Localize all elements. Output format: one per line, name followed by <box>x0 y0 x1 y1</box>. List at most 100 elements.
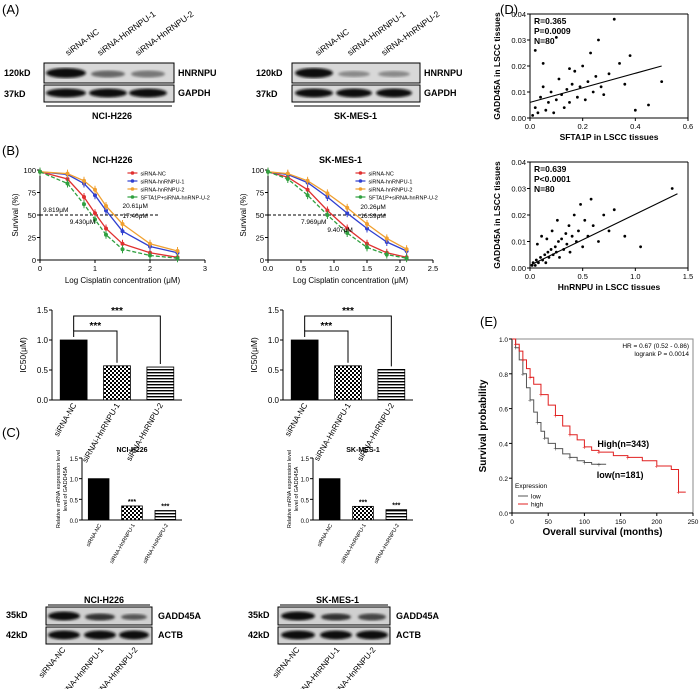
scatter-point <box>633 108 637 112</box>
protein-label: ACTB <box>158 630 183 640</box>
y-tick-label: 25 <box>256 234 264 243</box>
lane-label: siRNA-HnRNPU-1 <box>345 9 407 58</box>
mw-marker: 120kD <box>4 68 31 78</box>
y-tick-label: 1.5 <box>301 457 310 463</box>
bar <box>334 365 362 401</box>
scatter-point <box>540 234 543 238</box>
bar <box>290 339 319 401</box>
legend-marker <box>358 179 363 183</box>
stat-label: P<0.0001 <box>534 174 571 184</box>
stat-label: R=0.365 <box>534 16 567 26</box>
scatter-point <box>545 237 549 241</box>
protein-label: GAPDH <box>178 88 211 98</box>
y-tick-label: 0.01 <box>511 88 526 97</box>
significance-mark: *** <box>161 503 169 510</box>
blot-band <box>46 88 86 98</box>
legend-label: siRNA-NC <box>368 172 393 178</box>
chart-b1: NCI-H226 0 25 50 75 100 0 1 2 3 Log Cisplatin conc… <box>11 155 210 285</box>
y-tick-label: 1.0 <box>499 337 508 344</box>
group-label: low(n=181) <box>597 470 644 480</box>
x-tick-label: 0 <box>510 519 514 526</box>
x-tick-label: 1.0 <box>630 272 640 281</box>
y-tick-label: 0.0 <box>37 396 49 405</box>
data-point <box>404 256 409 261</box>
protein-label: GADD45A <box>158 611 202 621</box>
panel-label-e: (E) <box>480 314 497 329</box>
blot-band <box>378 71 410 77</box>
scatter-point <box>599 85 603 89</box>
stat-label: N=80 <box>534 184 555 194</box>
scatter-point <box>591 90 595 94</box>
ic50-annotation: 7.969μM <box>301 219 326 226</box>
scatter-point <box>546 250 550 254</box>
scatter-point <box>541 62 545 65</box>
blot-band <box>358 613 386 621</box>
y-tick-label: 0.02 <box>511 62 526 71</box>
data-point <box>325 191 330 196</box>
blot-band <box>129 88 167 98</box>
data-point <box>120 222 125 226</box>
blot-band <box>48 611 80 621</box>
data-point <box>120 247 125 252</box>
data-point <box>82 202 86 207</box>
y-tick-label: 75 <box>256 189 264 198</box>
y-tick-label: 0.03 <box>511 185 526 194</box>
data-point <box>285 171 290 176</box>
stat-label: HR = 0.67 (0.52 - 0.86) <box>622 343 689 350</box>
blot-band <box>320 630 352 640</box>
y-axis-label: GADD45A in LSCC tissues <box>492 12 502 120</box>
y-axis-label: Survival (%) <box>11 193 20 236</box>
x-axis-label: HnRNPU in LSCC tissues <box>558 282 661 292</box>
significance-mark: *** <box>89 321 101 332</box>
y-tick-label: 0.0 <box>70 519 79 525</box>
scatter-point <box>602 213 606 217</box>
scatter-point <box>553 245 557 249</box>
x-tick-label: 150 <box>615 519 626 526</box>
scatter-point <box>623 234 627 238</box>
data-point <box>93 193 97 198</box>
stat-label: P=0.0009 <box>534 26 571 36</box>
series-line <box>267 171 407 252</box>
category-label: siRNA-NC <box>317 523 335 548</box>
cell-line-label: SK-MES-1 <box>334 111 377 121</box>
blot-band <box>131 70 165 78</box>
chart-e: 0.0 0.2 0.4 0.6 0.8 1.0 0 50 100 150 200 250 HR = 0.… <box>478 337 699 538</box>
mw-marker: 42kD <box>6 630 28 640</box>
panel-label-d: (D) <box>500 2 518 17</box>
blot-band <box>121 614 147 620</box>
censor-mark: + <box>528 375 532 382</box>
blot-band <box>321 613 351 621</box>
x-tick-label: 0.2 <box>577 122 587 131</box>
data-point <box>345 231 350 235</box>
y-tick-label: 1.0 <box>268 336 280 345</box>
significance-mark: *** <box>342 306 354 317</box>
data-point <box>120 229 125 234</box>
legend-marker <box>130 179 135 183</box>
y-tick-label: 1.0 <box>70 478 79 484</box>
scatter-point <box>557 240 560 243</box>
blot-band <box>295 88 333 98</box>
bar <box>352 505 374 521</box>
censor-mark: + <box>553 413 557 420</box>
legend-title: Expression <box>515 483 548 490</box>
data-point <box>325 208 330 213</box>
censor-mark: + <box>626 455 630 462</box>
y-tick-label: 0.03 <box>511 36 526 45</box>
data-point <box>93 217 97 222</box>
x-tick-label: 200 <box>651 519 662 526</box>
data-point <box>104 226 108 231</box>
data-point <box>175 249 180 253</box>
blot-band <box>338 71 370 77</box>
scatter-point <box>552 111 556 115</box>
legend-label: SFTA1P+siRNA-hnRNP-U-2 <box>368 196 437 202</box>
scatter-point <box>612 208 616 212</box>
series-line <box>267 171 407 259</box>
scatter-point <box>535 242 539 246</box>
blot-band <box>84 630 116 640</box>
panel-c-right-western-blot: SK-MES-1 35kD 42kD GADD45A ACTB siRNA-NC… <box>248 595 440 689</box>
scatter-point <box>533 106 537 109</box>
panel-a-right-western-blot: siRNA-NC siRNA-HnRNPU-1 siRNA-HnRNPU-2 1… <box>256 9 463 121</box>
y-tick-label: 0.4 <box>499 441 508 448</box>
y-tick-label: 0.5 <box>70 498 79 504</box>
censor-mark: + <box>655 464 659 471</box>
